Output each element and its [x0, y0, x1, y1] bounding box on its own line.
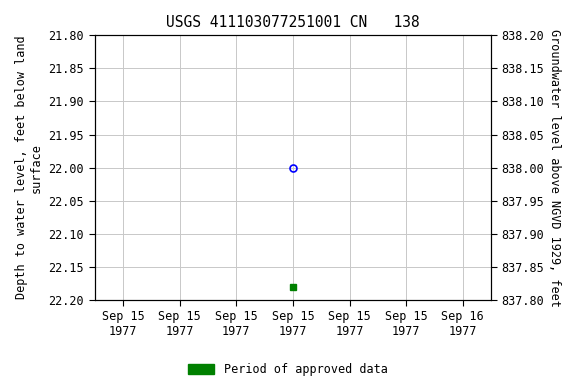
Y-axis label: Depth to water level, feet below land
surface: Depth to water level, feet below land su… [15, 36, 43, 300]
Title: USGS 411103077251001 CN   138: USGS 411103077251001 CN 138 [166, 15, 420, 30]
Y-axis label: Groundwater level above NGVD 1929, feet: Groundwater level above NGVD 1929, feet [548, 29, 561, 306]
Legend: Period of approved data: Period of approved data [188, 363, 388, 376]
